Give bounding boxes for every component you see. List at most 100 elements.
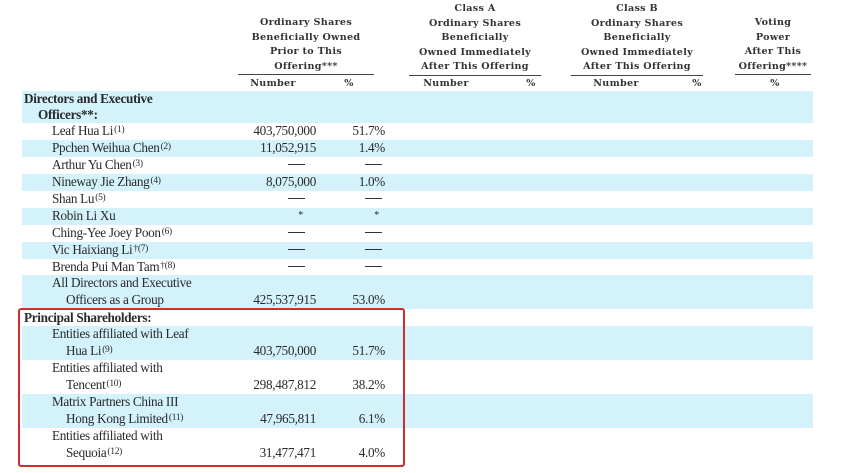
footnote-ref[interactable]: †(8) xyxy=(160,261,175,271)
dash-cell xyxy=(288,241,305,258)
row-name-text: Leaf Hua Li xyxy=(52,123,114,138)
row-name: Leaf Hua Li(1) xyxy=(52,122,125,139)
row-name-text: Ppchen Weihua Chen xyxy=(52,140,160,155)
header-line: Prior to This xyxy=(270,46,342,57)
row-name-text: Nineway Jie Zhang xyxy=(52,174,150,189)
dash-cell xyxy=(288,224,305,241)
header-line: Beneficially Owned xyxy=(251,31,361,43)
shares-number: 8,075,000 xyxy=(265,174,316,189)
shares-number: — xyxy=(303,258,316,275)
shares-percent: 1.4% xyxy=(358,140,386,155)
row-name: Entities affiliated with xyxy=(52,427,163,444)
shares-percent: 1.0% xyxy=(358,174,386,189)
row-name-text: Tencent xyxy=(66,377,106,392)
dash-mark xyxy=(365,266,382,267)
subheader-number: Number xyxy=(410,77,482,92)
table-row: Arthur Yu Chen(3)—— xyxy=(22,157,813,174)
section-title: Officers**: xyxy=(38,107,98,122)
row-name-text: All Directors and Executive xyxy=(52,275,192,290)
header-prior-offering: Ordinary Shares Beneficially Owned Prior… xyxy=(236,16,376,75)
shares-number: 403,750,000 xyxy=(253,343,316,358)
dash-mark xyxy=(288,198,305,199)
footnote-ref[interactable]: †(7) xyxy=(133,244,149,254)
footnote-ref[interactable]: (12) xyxy=(107,447,123,457)
section-principal: Principal Shareholders: xyxy=(22,309,813,326)
table-row: Entities affiliated with Leaf Hua Li(9) 40… xyxy=(22,326,813,360)
header-line: Ordinary Shares xyxy=(259,17,353,28)
header-line: Class A xyxy=(454,3,496,14)
table-row: Robin Li Xu * * xyxy=(22,208,813,225)
footnote-ref[interactable]: (11) xyxy=(168,413,184,423)
table-row: Leaf Hua Li(1) 403,750,000 51.7% xyxy=(22,123,813,140)
header-line: Offering**** xyxy=(735,60,811,75)
row-name: Hua Li(9) xyxy=(66,342,113,359)
dash-mark xyxy=(288,164,305,165)
dash-cell xyxy=(288,258,305,275)
footnote-ref[interactable]: (4) xyxy=(150,176,161,186)
row-name-text: Entities affiliated with xyxy=(52,428,163,443)
shares-percent: 4.0% xyxy=(358,445,386,460)
dash-cell xyxy=(365,224,382,241)
row-name: Officers as a Group xyxy=(66,291,164,308)
footnote-ref[interactable]: (2) xyxy=(160,142,171,152)
dash-mark xyxy=(288,249,305,250)
row-name: Tencent(10) xyxy=(66,376,121,393)
footnote-ref[interactable]: (6) xyxy=(161,227,172,237)
shares-number: 47,965,811 xyxy=(260,411,316,426)
dash-mark xyxy=(365,249,382,250)
footnote-ref[interactable]: (10) xyxy=(106,379,122,389)
footnote-ref[interactable]: (5) xyxy=(95,193,106,203)
dash-mark xyxy=(365,198,382,199)
subheader-percent: % xyxy=(685,77,709,92)
row-name: Ching-Yee Joey Poon(6) xyxy=(52,224,172,241)
subheader-number: Number xyxy=(580,77,652,92)
shares-percent: 51.7% xyxy=(352,343,385,358)
header-line: Ordinary Shares xyxy=(428,17,522,29)
dash-cell xyxy=(288,156,305,173)
header-line: Ordinary Shares xyxy=(590,17,684,29)
section-title: Directors and Executive xyxy=(24,91,153,106)
table-row: Shan Lu(5)—— xyxy=(22,191,813,208)
header-line: After This Offering xyxy=(409,60,541,76)
row-name: All Directors and Executive xyxy=(52,274,192,291)
shares-percent: 38.2% xyxy=(352,377,385,392)
row-name-text: Hua Li xyxy=(66,343,102,358)
shares-number: 298,487,812 xyxy=(253,377,316,392)
header-class-b: Class B Ordinary Shares Beneficially Own… xyxy=(565,2,709,76)
row-name-text: Shan Lu xyxy=(52,191,95,206)
header-line: After This Offering xyxy=(571,60,703,76)
table-row: Vic Haixiang Li†(7)—— xyxy=(22,242,813,259)
footnote-ref[interactable]: (3) xyxy=(132,159,143,169)
row-name: Entities affiliated with Leaf xyxy=(52,325,189,342)
header-line: Beneficially xyxy=(441,32,509,43)
shares-percent: 53.0% xyxy=(352,292,385,307)
header-line: Beneficially xyxy=(603,32,671,43)
shares-number: 31,477,471 xyxy=(259,445,317,460)
header-line: Offering*** xyxy=(238,60,374,75)
footnote-ref[interactable]: (9) xyxy=(102,345,113,355)
table-row: Entities affiliated with Tencent(10) 298,4… xyxy=(22,360,813,394)
subheader-number: Number xyxy=(240,77,306,92)
row-name-text: Vic Haixiang Li xyxy=(52,242,133,257)
shares-number: — xyxy=(303,156,316,173)
header-line: Voting xyxy=(754,17,792,28)
subheader-percent: % xyxy=(326,77,372,92)
row-name-text: Officers as a Group xyxy=(66,292,164,307)
row-name-text: Sequoia xyxy=(66,445,107,460)
row-name: Nineway Jie Zhang(4) xyxy=(52,173,161,190)
shares-number: 403,750,000 xyxy=(253,123,316,138)
row-name: Matrix Partners China III xyxy=(52,393,178,410)
section-title: Principal Shareholders: xyxy=(24,310,152,325)
footnote-ref[interactable]: (1) xyxy=(114,125,125,135)
dash-cell xyxy=(365,241,382,258)
shares-number: — xyxy=(303,190,316,207)
shares-number: 425,537,915 xyxy=(253,292,316,307)
shares-number: — xyxy=(303,224,316,241)
table-row: Brenda Pui Man Tam†(8)—— xyxy=(22,259,813,276)
header-class-a: Class A Ordinary Shares Beneficially Own… xyxy=(405,2,545,76)
shares-number: — xyxy=(303,241,316,258)
header-line: Class B xyxy=(616,3,658,14)
table-row: All Directors and Executive Officers as a… xyxy=(22,275,813,309)
dash-mark xyxy=(365,232,382,233)
header-line: Owned Immediately xyxy=(418,46,532,58)
